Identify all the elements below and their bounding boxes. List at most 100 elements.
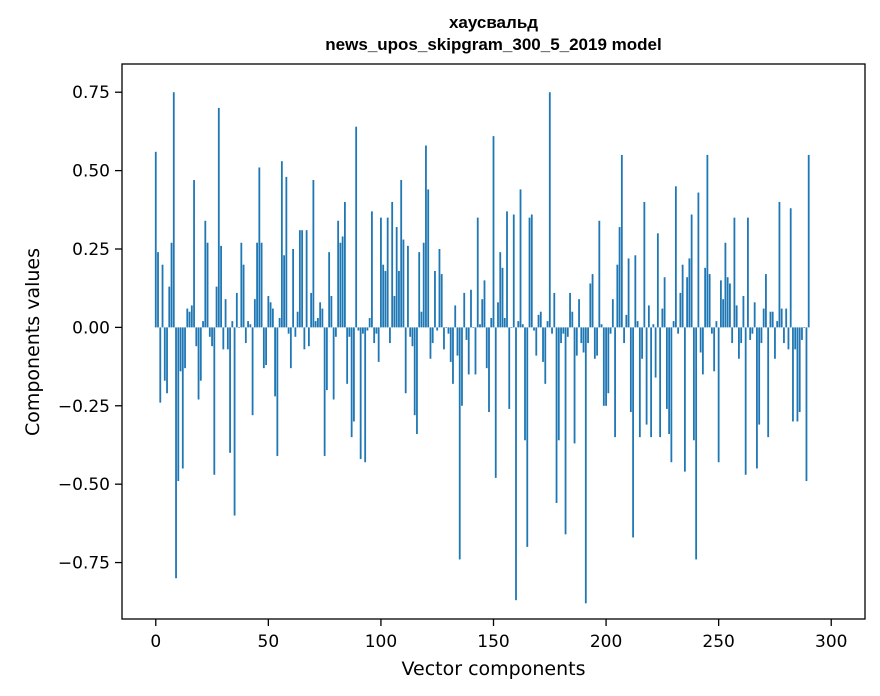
bar-component-234 — [681, 264, 684, 328]
bar-component-200 — [605, 327, 607, 406]
bar-component-137 — [463, 292, 466, 328]
bar-component-163 — [521, 324, 524, 328]
bar-component-87 — [350, 327, 353, 438]
bar-component-142 — [474, 327, 477, 375]
bar-component-256 — [731, 327, 734, 344]
bar-component-120 — [425, 145, 427, 328]
bar-component-26 — [213, 327, 216, 475]
bar-component-34 — [231, 321, 234, 328]
bar-component-285 — [796, 327, 799, 422]
bar-component-76 — [325, 327, 328, 391]
bar-component-35 — [233, 327, 236, 516]
bar-component-197 — [598, 220, 601, 328]
bar-component-190 — [582, 327, 585, 353]
bar-component-2 — [159, 327, 162, 403]
bar-component-264 — [749, 327, 752, 340]
bar-component-6 — [168, 286, 171, 328]
bar-component-109 — [400, 180, 403, 328]
bar-component-212 — [632, 327, 634, 538]
bar-component-11 — [179, 327, 182, 372]
bar-component-165 — [526, 327, 529, 547]
bar-component-138 — [465, 327, 468, 340]
bar-component-283 — [792, 327, 794, 422]
bar-component-289 — [805, 327, 808, 482]
bar-component-15 — [188, 311, 191, 328]
bar-component-69 — [310, 292, 313, 328]
bar-component-135 — [458, 327, 461, 560]
bar-component-91 — [359, 327, 362, 460]
bar-component-159 — [512, 214, 515, 328]
bar-component-191 — [584, 327, 587, 604]
bar-component-254 — [726, 277, 729, 328]
bar-component-18 — [195, 327, 198, 347]
bar-component-261 — [742, 296, 745, 328]
bar-component-221 — [652, 324, 655, 328]
bar-component-173 — [544, 327, 547, 384]
bar-component-268 — [758, 327, 761, 425]
bar-component-178 — [555, 327, 558, 503]
bar-component-276 — [776, 321, 779, 328]
bar-component-118 — [420, 311, 423, 328]
bar-component-176 — [551, 327, 553, 334]
bar-component-194 — [591, 274, 594, 328]
bar-component-27 — [215, 286, 218, 328]
bar-component-282 — [789, 208, 792, 328]
y-axis-label: Components values — [22, 247, 44, 437]
bar-component-96 — [371, 211, 373, 328]
bar-component-195 — [593, 327, 596, 359]
bar-component-198 — [600, 324, 603, 328]
bar-component-151 — [494, 327, 497, 478]
bar-component-239 — [692, 327, 695, 441]
bar-component-284 — [794, 327, 797, 350]
chart-title-word: хаусвальд — [448, 13, 539, 32]
bar-component-38 — [240, 242, 243, 328]
bar-component-218 — [645, 327, 648, 425]
chart-title-model: news_upos_skipgram_300_5_2019 model — [325, 35, 662, 54]
bar-component-229 — [670, 327, 673, 463]
bar-component-199 — [602, 327, 605, 406]
bar-component-189 — [580, 327, 583, 344]
bar-component-85 — [346, 327, 349, 384]
y-tick-label-3: 0.00 — [72, 318, 110, 338]
bar-component-101 — [382, 264, 385, 328]
bar-component-25 — [211, 327, 213, 347]
bar-component-238 — [690, 214, 693, 328]
bar-component-125 — [436, 327, 439, 331]
bar-component-47 — [260, 242, 263, 328]
bar-component-147 — [485, 327, 488, 369]
bar-component-270 — [762, 308, 765, 328]
bar-component-224 — [659, 327, 662, 438]
bar-component-258 — [735, 305, 738, 328]
bar-component-253 — [724, 242, 727, 328]
bar-component-13 — [184, 327, 186, 369]
bar-component-148 — [488, 327, 490, 413]
bar-component-181 — [562, 327, 565, 334]
bar-component-244 — [704, 267, 707, 328]
bar-component-102 — [384, 270, 387, 328]
bar-component-55 — [278, 317, 281, 328]
bar-component-106 — [393, 296, 396, 328]
bar-component-202 — [609, 327, 612, 334]
bar-component-72 — [316, 317, 319, 328]
bar-component-40 — [244, 327, 247, 344]
bar-component-235 — [683, 327, 686, 472]
bar-component-206 — [618, 227, 621, 328]
bar-component-98 — [375, 327, 378, 334]
bar-component-131 — [449, 327, 452, 362]
bar-component-231 — [674, 186, 677, 328]
bar-component-185 — [571, 311, 574, 328]
bar-component-59 — [287, 327, 290, 334]
bar-component-232 — [677, 327, 680, 334]
bar-component-64 — [298, 230, 301, 328]
bar-component-1 — [157, 252, 159, 328]
bar-component-81 — [337, 220, 340, 328]
y-tick-label-6: −0.75 — [58, 554, 110, 574]
bar-component-39 — [242, 264, 245, 328]
bar-component-171 — [539, 311, 542, 328]
bar-component-177 — [553, 292, 556, 328]
bar-component-161 — [517, 321, 520, 328]
bar-component-246 — [708, 274, 711, 328]
bar-component-56 — [280, 161, 283, 328]
bar-component-90 — [357, 327, 360, 331]
bar-component-187 — [575, 327, 578, 356]
